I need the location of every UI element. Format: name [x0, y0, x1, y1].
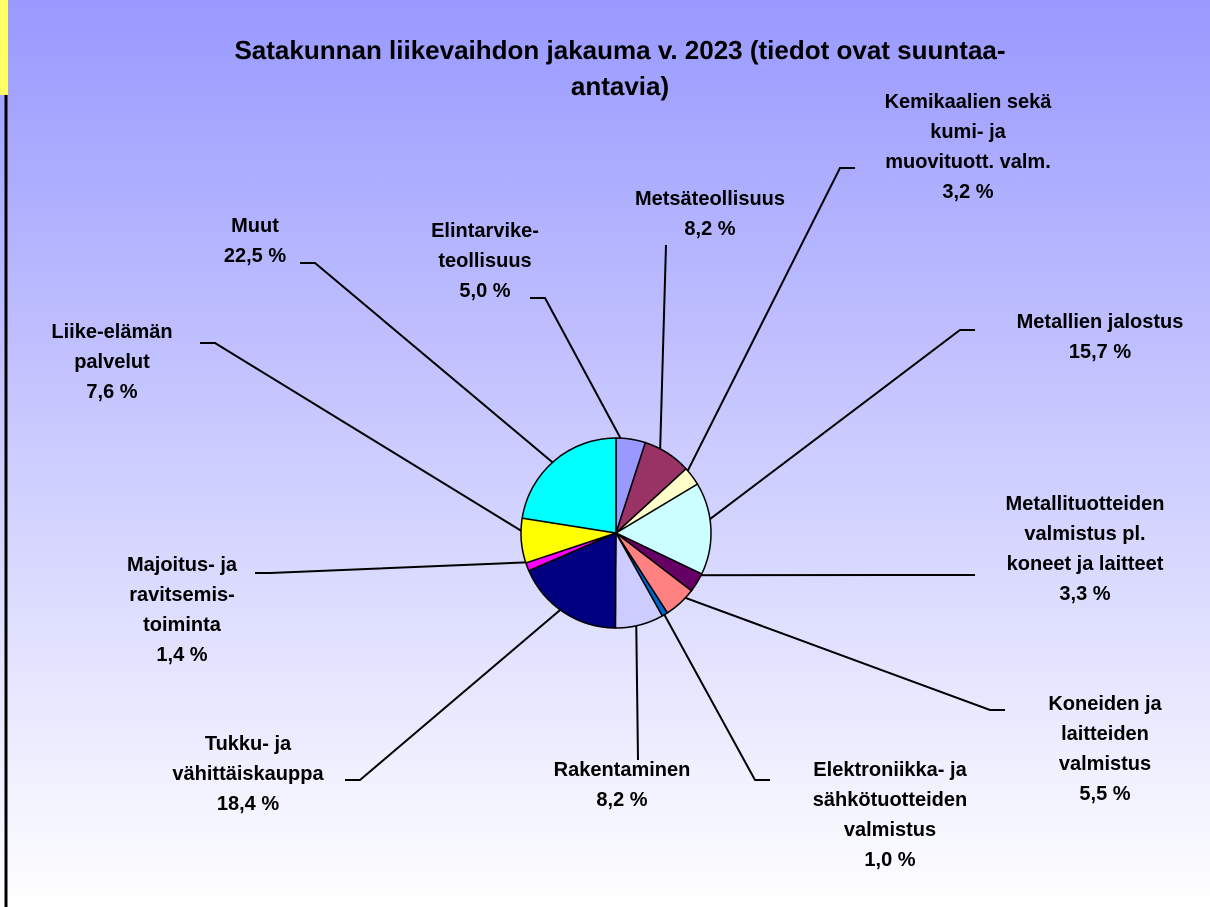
- value-label: 5,5 %: [1079, 783, 1130, 805]
- leader-line: [300, 262, 565, 473]
- value-label: 22,5 %: [224, 245, 286, 267]
- value-label: 3,2 %: [942, 181, 993, 203]
- slice-label: Kemikaalien sekä kumi- ja muovituott. valm…: [885, 91, 1053, 173]
- value-label: 15,7 %: [1069, 341, 1131, 363]
- leader-line: [255, 560, 541, 574]
- slice-label: Tukku- ja vähittäiskauppa: [172, 733, 324, 785]
- pie-slice: [521, 437, 617, 534]
- leader-line: [658, 244, 667, 466]
- slice-label: Metsäteollisuus: [635, 188, 785, 210]
- pie-slice: [527, 531, 617, 629]
- leader-line: [670, 591, 1005, 711]
- leader-line: [696, 329, 975, 530]
- slice-label: Liike-elämän palvelut: [51, 321, 172, 373]
- value-label: 1,4 %: [156, 644, 207, 666]
- value-label: 5,0 %: [459, 280, 510, 302]
- edge-strip: [0, 0, 8, 95]
- slice-label: Majoitus- ja ravitsemis-toiminta: [127, 554, 238, 636]
- slice-label: Elektroniikka- ja sähkötuotteiden valmistu…: [813, 759, 968, 841]
- value-label: 7,6 %: [86, 381, 137, 403]
- value-label: 1,0 %: [864, 849, 915, 871]
- leader-line: [656, 601, 770, 781]
- leader-line: [345, 599, 573, 781]
- pie-slice: [614, 483, 712, 575]
- value-label: 3,3 %: [1059, 583, 1110, 605]
- pie: [520, 437, 712, 629]
- slice-label: Metallien jalostus: [1017, 311, 1184, 333]
- slice-label: Muut: [231, 215, 279, 237]
- slice-label: Koneiden ja laitteiden valmistus: [1048, 693, 1162, 775]
- value-label: 18,4 %: [217, 793, 279, 815]
- slice-label: Elintarvike-teollisuus: [431, 220, 539, 272]
- slice-label: Rakentaminen: [554, 759, 691, 781]
- leader-line: [200, 342, 537, 541]
- chart-title: Satakunnan liikevaihdon jakauma v. 2023 …: [234, 35, 1005, 101]
- leader-line: [530, 297, 630, 454]
- leader-line: [635, 611, 639, 761]
- value-label: 8,2 %: [684, 218, 735, 240]
- leader-line: [679, 167, 855, 486]
- slice-label: Metallituotteiden valmistus pl. koneet ja …: [1006, 493, 1165, 575]
- value-label: 8,2 %: [596, 789, 647, 811]
